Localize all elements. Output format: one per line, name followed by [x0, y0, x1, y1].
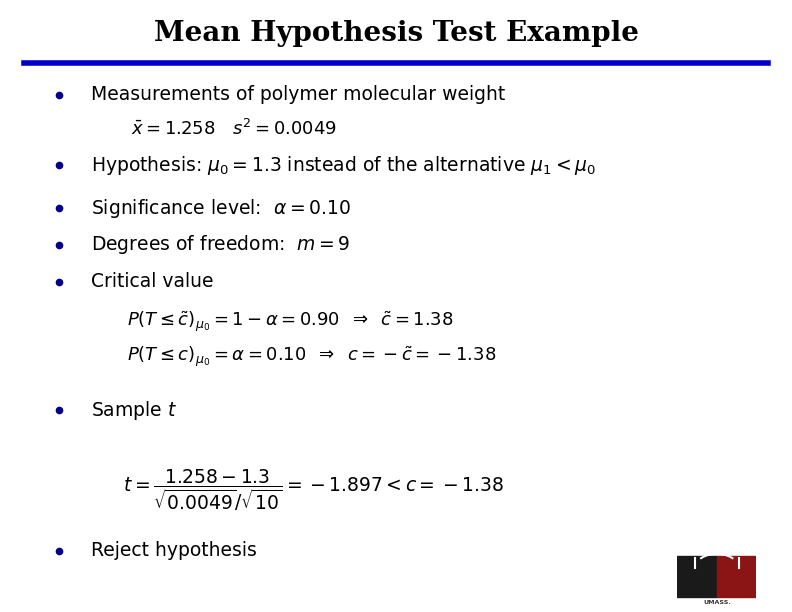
Text: Critical value: Critical value — [91, 272, 214, 291]
Text: Sample $t$: Sample $t$ — [91, 398, 177, 422]
Text: $\bar{x} = 1.258 \quad s^2 = 0.0049$: $\bar{x} = 1.258 \quad s^2 = 0.0049$ — [131, 119, 337, 138]
Bar — [717, 556, 756, 597]
Text: Hypothesis: $\mu_0 = 1.3$ instead of the alternative $\mu_1 < \mu_0$: Hypothesis: $\mu_0 = 1.3$ instead of the… — [91, 154, 596, 177]
Text: Significance level:  $\alpha = 0.10$: Significance level: $\alpha = 0.10$ — [91, 196, 351, 220]
Text: Reject hypothesis: Reject hypothesis — [91, 541, 257, 561]
Text: $P(T \leq \tilde{c})_{\mu_0} = 1-\alpha = 0.90 \;\;\Rightarrow\;\; \tilde{c} = 1: $P(T \leq \tilde{c})_{\mu_0} = 1-\alpha … — [127, 309, 453, 334]
Text: UMASS.: UMASS. — [703, 600, 731, 605]
Text: Degrees of freedom:  $m = 9$: Degrees of freedom: $m = 9$ — [91, 233, 350, 256]
Text: Mean Hypothesis Test Example: Mean Hypothesis Test Example — [154, 20, 638, 47]
Bar — [677, 556, 717, 597]
Text: Measurements of polymer molecular weight: Measurements of polymer molecular weight — [91, 85, 505, 105]
Text: $P(T \leq c)_{\mu_0} = \alpha = 0.10 \;\;\Rightarrow\;\; c = -\tilde{c} = -1.38$: $P(T \leq c)_{\mu_0} = \alpha = 0.10 \;\… — [127, 344, 496, 368]
Text: $t = \dfrac{1.258-1.3}{\sqrt{0.0049}/\sqrt{10}} = -1.897 < c = -1.38$: $t = \dfrac{1.258-1.3}{\sqrt{0.0049}/\sq… — [123, 466, 504, 513]
